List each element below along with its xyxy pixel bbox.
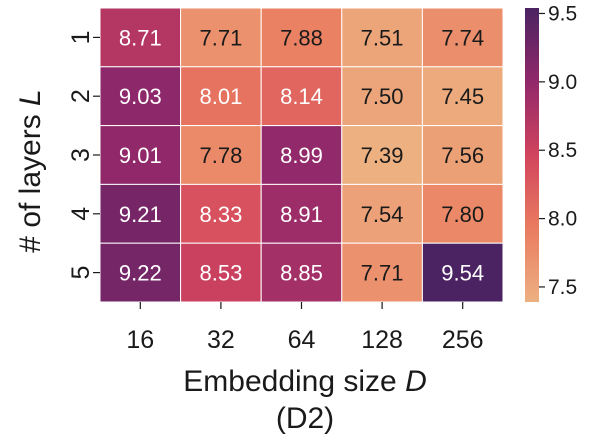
chart-subtitle: (D2) <box>276 402 334 435</box>
heatmap-cell <box>341 7 423 68</box>
heatmap-cell <box>421 242 504 303</box>
cell-value-label: 9.03 <box>119 84 162 109</box>
cell-value-label: 7.54 <box>361 202 404 227</box>
x-tick-label: 256 <box>442 326 484 354</box>
y-tick-label: 2 <box>67 89 95 103</box>
cell-value-label: 7.50 <box>361 84 404 109</box>
cell-value-label: 7.78 <box>199 143 242 168</box>
heatmap-cell <box>341 183 423 244</box>
heatmap-cell <box>180 183 262 244</box>
cell-value-label: 8.85 <box>280 261 323 286</box>
x-tick-label: 128 <box>361 326 403 354</box>
x-tick-label: 16 <box>126 326 154 354</box>
heatmap-cell <box>260 242 343 303</box>
heatmap-cell <box>260 66 343 127</box>
x-axis-ticks: 16 32 64 128 256 <box>126 302 484 354</box>
cell-value-label: 8.53 <box>199 261 242 286</box>
heatmap-cell <box>99 242 182 303</box>
colorbar <box>525 8 539 302</box>
cell-value-label: 8.91 <box>280 202 323 227</box>
colorbar-ticks: 7.5 8.0 8.5 9.0 9.5 <box>539 2 577 299</box>
cell-value-label: 9.01 <box>119 143 162 168</box>
y-tick-label: 1 <box>67 30 95 44</box>
cell-value-label: 8.99 <box>280 143 323 168</box>
heatmap-cell <box>180 125 262 185</box>
colorbar-tick-label: 9.5 <box>548 2 577 25</box>
y-axis-title: # of layers L <box>14 89 47 252</box>
heatmap-cell <box>421 125 504 185</box>
cell-value-label: 7.56 <box>441 143 484 168</box>
y-tick-label: 4 <box>67 207 95 221</box>
heatmap-cell <box>99 7 182 68</box>
cell-value-label: 7.71 <box>361 261 404 286</box>
y-tick-label: 3 <box>67 148 95 162</box>
cell-value-label: 8.33 <box>199 202 242 227</box>
heatmap-cells: 8.71 7.71 7.88 7.51 7.74 9.03 8.01 8.14 7.50 7.45… <box>99 7 504 303</box>
cell-value-label: 7.51 <box>361 25 404 50</box>
heatmap-cell <box>260 7 343 68</box>
cell-value-label: 9.21 <box>119 202 162 227</box>
heatmap-cell <box>180 242 262 303</box>
cell-value-label: 8.14 <box>280 84 323 109</box>
y-tick-label: 5 <box>67 266 95 280</box>
heatmap-cell <box>180 7 262 68</box>
cell-value-label: 9.54 <box>441 261 484 286</box>
cell-value-label: 8.01 <box>199 84 242 109</box>
heatmap-cell <box>260 183 343 244</box>
cell-value-label: 7.88 <box>280 25 323 50</box>
cell-value-label: 7.39 <box>361 143 404 168</box>
cell-value-label: 7.80 <box>441 202 484 227</box>
heatmap-cell <box>421 66 504 127</box>
y-axis-ticks: 1 2 3 4 5 <box>67 30 100 280</box>
heatmap-cell <box>341 125 423 185</box>
colorbar-tick-label: 9.0 <box>548 71 577 94</box>
heatmap-cell <box>421 183 504 244</box>
heatmap-cell <box>99 66 182 127</box>
colorbar-tick-label: 8.5 <box>548 139 577 162</box>
cell-value-label: 7.74 <box>441 25 484 50</box>
colorbar-tick-label: 8.0 <box>548 208 577 231</box>
colorbar-tick-label: 7.5 <box>548 276 577 299</box>
cell-value-label: 9.22 <box>119 261 162 286</box>
x-axis-title: Embedding size D <box>183 365 426 398</box>
cell-value-label: 7.71 <box>199 25 242 50</box>
cell-value-label: 8.71 <box>119 25 162 50</box>
x-tick-label: 32 <box>207 326 235 354</box>
cell-value-label: 7.45 <box>441 84 484 109</box>
x-tick-label: 64 <box>288 326 316 354</box>
